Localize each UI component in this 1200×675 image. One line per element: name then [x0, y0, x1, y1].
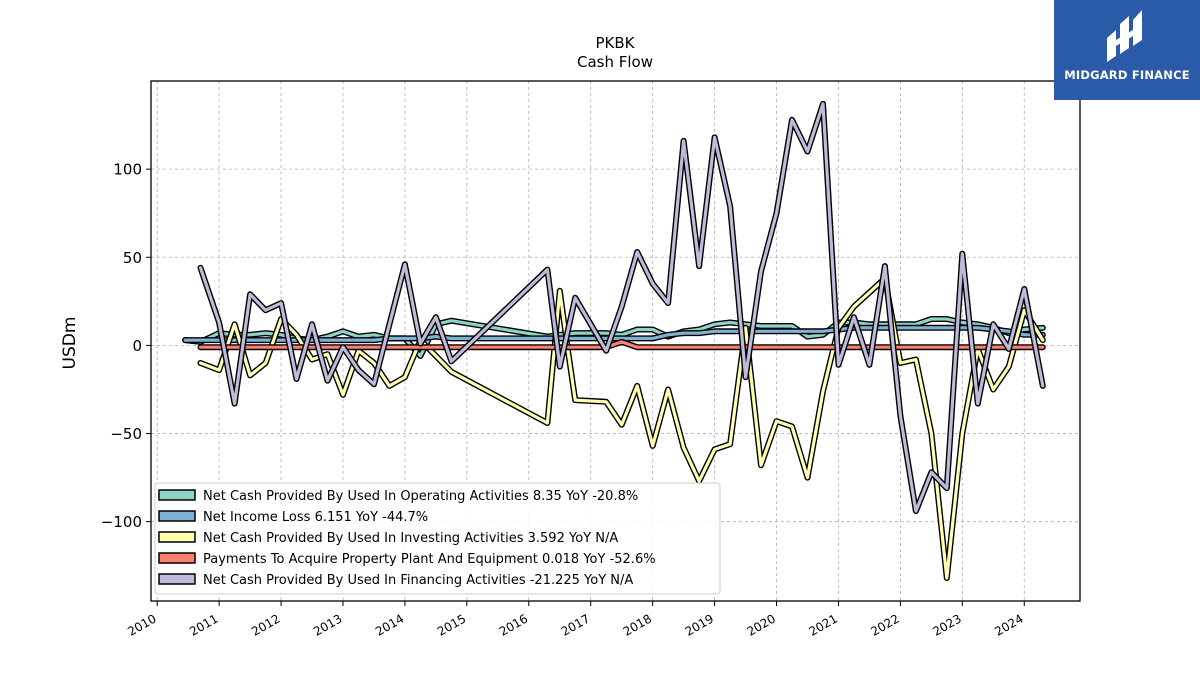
y-tick-label: 50 — [123, 249, 142, 267]
legend-label: Net Cash Provided By Used In Investing A… — [203, 531, 618, 546]
legend-label: Net Cash Provided By Used In Operating A… — [203, 489, 638, 504]
x-tick-label: 2018 — [621, 611, 654, 638]
y-tick-label: 0 — [132, 337, 142, 355]
brand-name: MIDGARD FINANCE — [1064, 68, 1190, 82]
brand-logo-icon — [1107, 10, 1142, 62]
y-axis-label: USDm — [60, 317, 80, 370]
legend-label: Net Cash Provided By Used In Financing A… — [203, 573, 633, 588]
x-tick-label: 2011 — [187, 611, 220, 638]
brand-logo: MIDGARD FINANCE — [1054, 0, 1200, 100]
x-tick-label: 2014 — [373, 611, 406, 638]
x-axis-ticks: 2010 2011 2012 2013 2014 2015 2016 2017 2018 2019… — [125, 601, 1026, 639]
legend-swatch — [158, 510, 196, 522]
x-tick-label: 2021 — [807, 611, 840, 638]
legend-label: Net Income Loss 6.151 YoY -44.7% — [203, 510, 428, 525]
chart-legend: Net Cash Provided By Used In Operating A… — [154, 482, 721, 595]
plot-frame — [150, 80, 1081, 602]
series-group — [182, 100, 1046, 582]
series-line — [198, 276, 1045, 580]
chart-subtitle: Cash Flow — [577, 53, 653, 71]
chart-title: PKBK — [595, 34, 635, 52]
y-axis-ticks: 100 50 0 −50 −100 — [101, 161, 151, 531]
x-tick-label: 2022 — [868, 611, 901, 638]
legend-label: Payments To Acquire Property Plant And E… — [203, 552, 656, 567]
x-tick-label: 2013 — [311, 611, 344, 638]
x-tick-label: 2017 — [559, 611, 592, 638]
x-tick-label: 2010 — [125, 611, 158, 638]
x-tick-label: 2019 — [683, 611, 716, 638]
series-line — [198, 102, 1045, 513]
legend-swatch — [158, 573, 196, 585]
y-tick-label: −100 — [101, 513, 142, 531]
legend-box — [154, 482, 721, 595]
legend-swatch — [158, 531, 196, 543]
x-tick-label: 2020 — [745, 611, 778, 638]
x-tick-label: 2012 — [249, 611, 282, 638]
y-tick-label: −50 — [110, 425, 142, 443]
y-tick-label: 100 — [113, 161, 142, 179]
legend-swatch — [158, 489, 196, 501]
series-line — [198, 340, 1045, 349]
x-tick-label: 2016 — [497, 611, 530, 638]
x-tick-label: 2024 — [992, 611, 1025, 638]
x-tick-label: 2023 — [930, 611, 963, 638]
legend-swatch — [158, 552, 196, 564]
x-tick-label: 2015 — [435, 611, 468, 638]
